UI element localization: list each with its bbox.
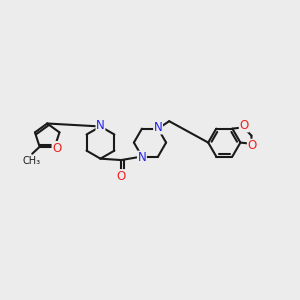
Text: CH₃: CH₃: [23, 156, 41, 166]
Text: N: N: [138, 151, 146, 164]
Text: N: N: [96, 119, 105, 132]
Text: O: O: [117, 170, 126, 183]
Text: N: N: [154, 121, 162, 134]
Text: O: O: [52, 142, 62, 154]
Text: O: O: [248, 139, 257, 152]
Text: O: O: [239, 119, 249, 132]
